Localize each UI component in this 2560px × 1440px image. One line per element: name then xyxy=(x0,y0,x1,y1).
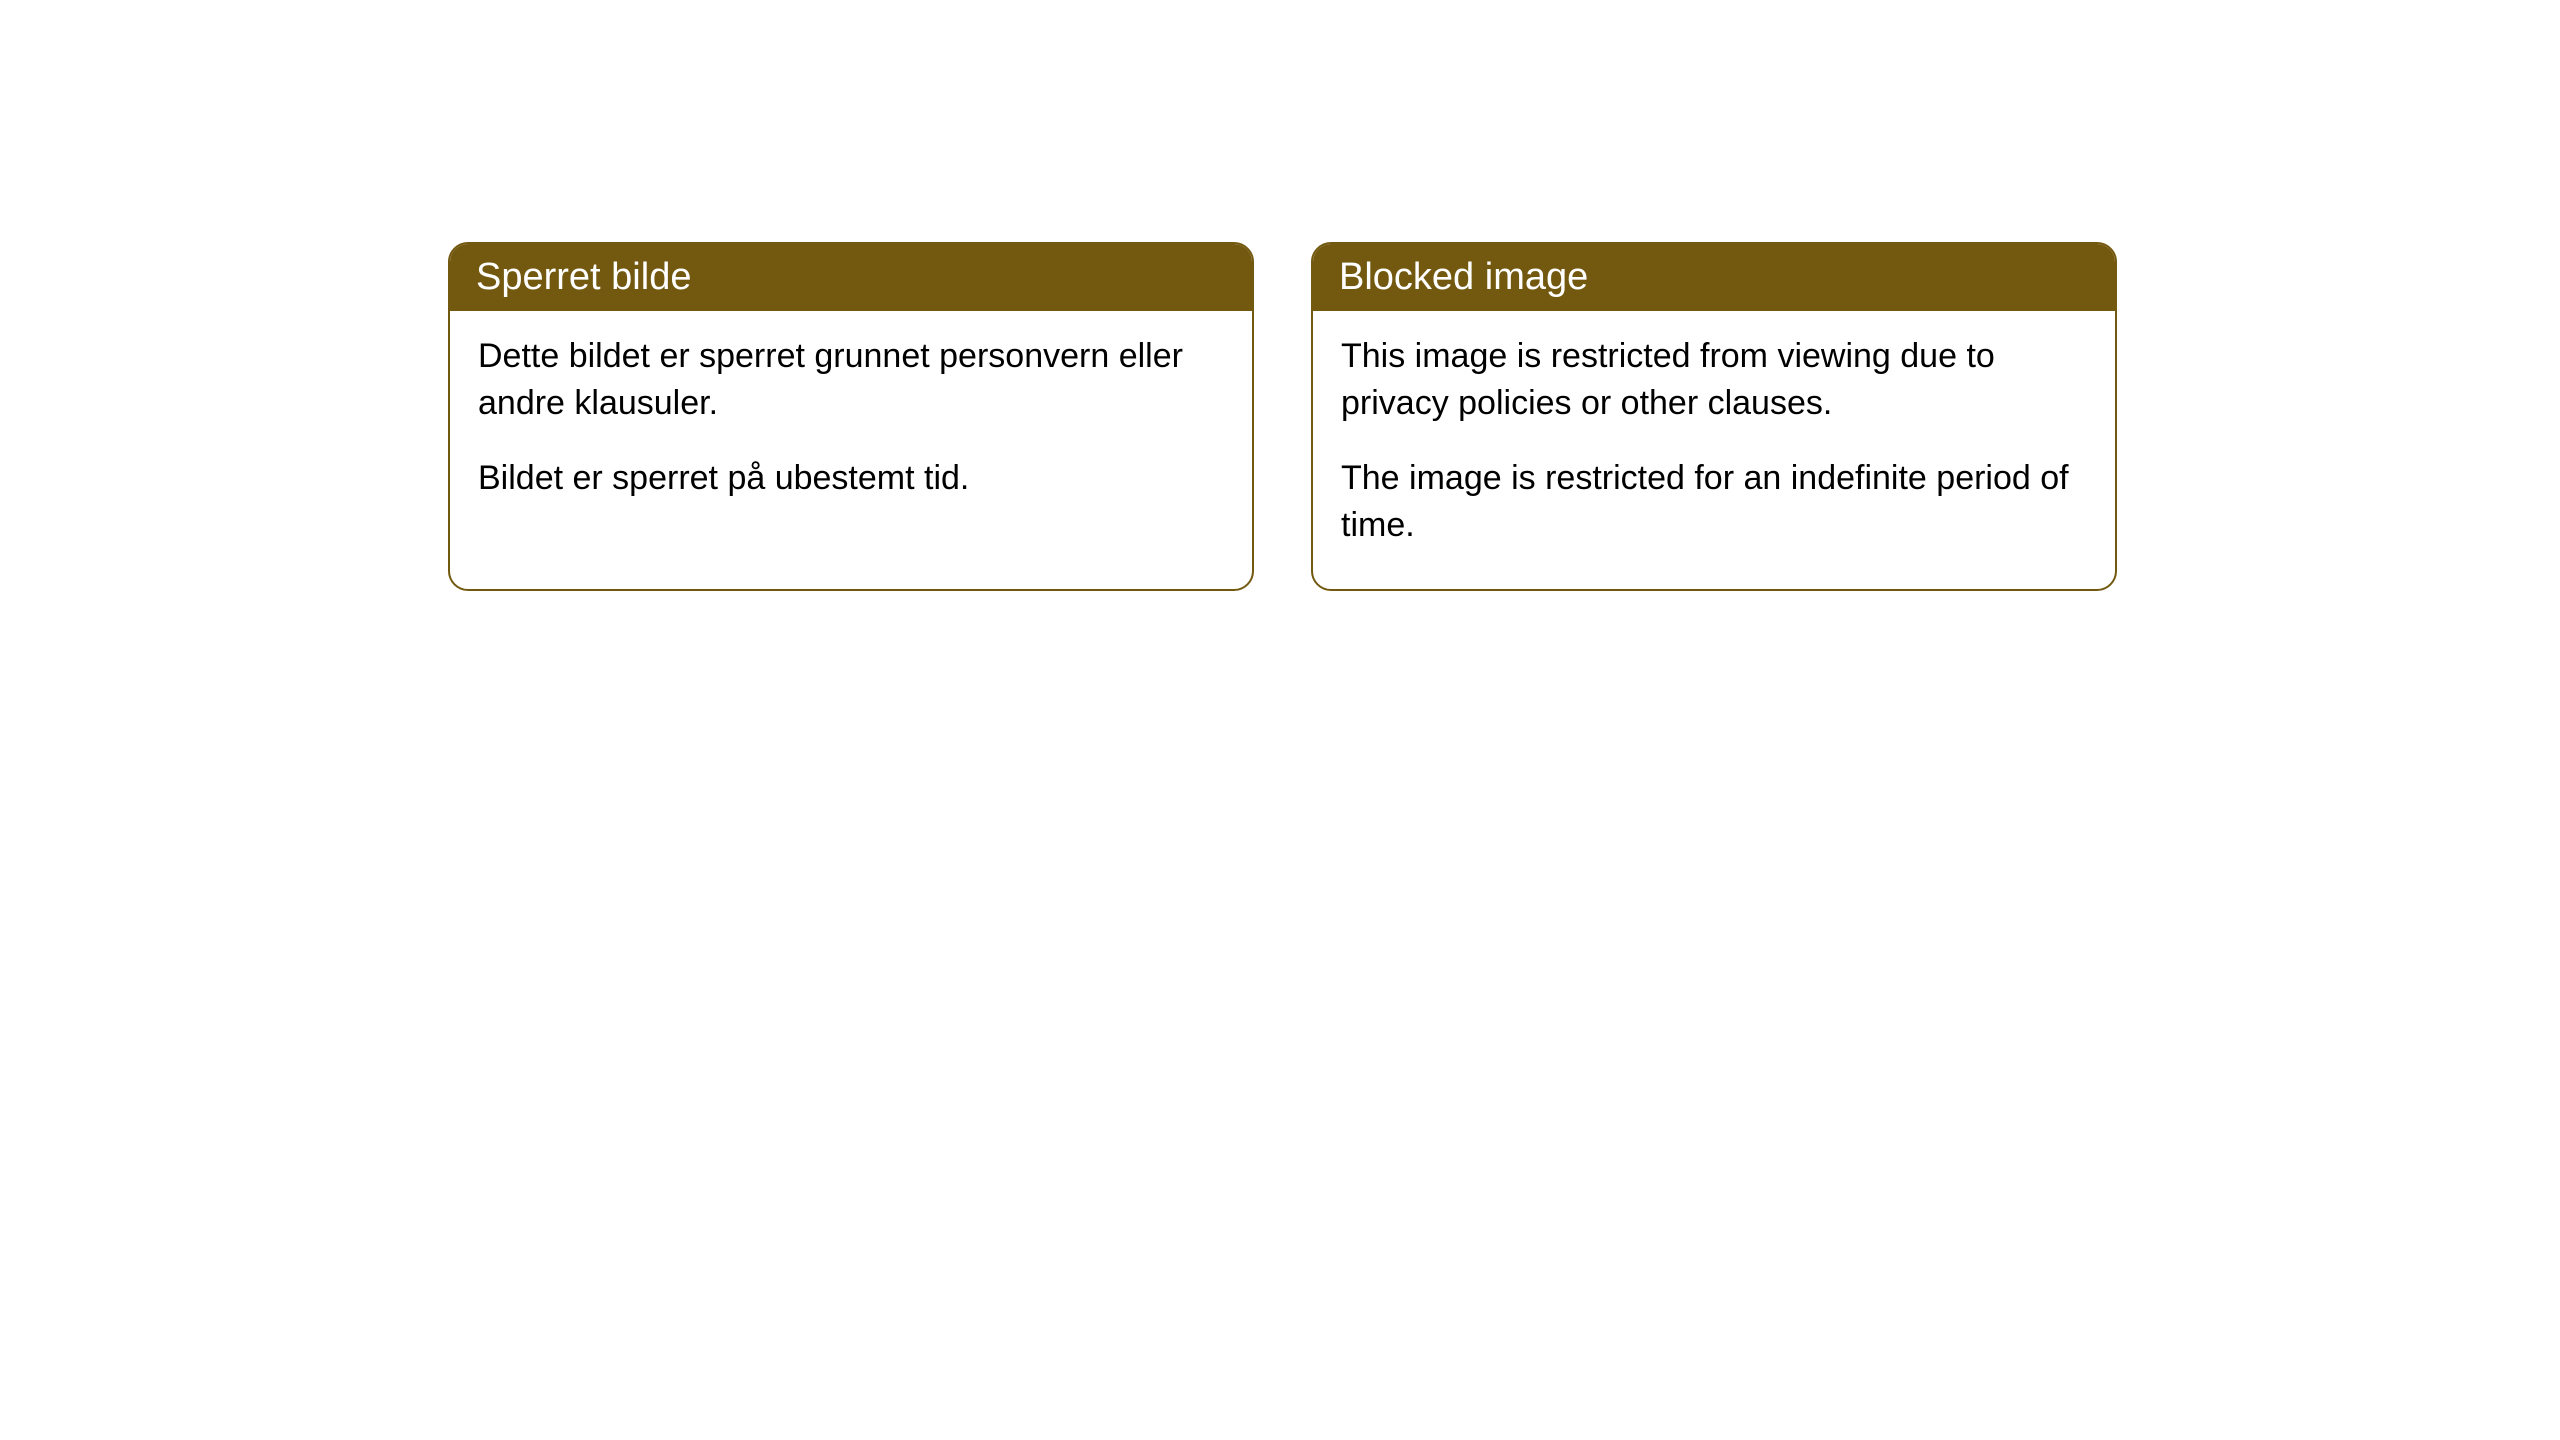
blocked-image-card-norwegian: Sperret bilde Dette bildet er sperret gr… xyxy=(448,242,1254,591)
card-paragraph-1-english: This image is restricted from viewing du… xyxy=(1341,333,2087,427)
card-paragraph-1-norwegian: Dette bildet er sperret grunnet personve… xyxy=(478,333,1224,427)
card-body-norwegian: Dette bildet er sperret grunnet personve… xyxy=(450,311,1252,542)
cards-container: Sperret bilde Dette bildet er sperret gr… xyxy=(0,0,2560,591)
card-header-english: Blocked image xyxy=(1313,244,2115,311)
card-header-norwegian: Sperret bilde xyxy=(450,244,1252,311)
blocked-image-card-english: Blocked image This image is restricted f… xyxy=(1311,242,2117,591)
card-paragraph-2-english: The image is restricted for an indefinit… xyxy=(1341,455,2087,549)
card-body-english: This image is restricted from viewing du… xyxy=(1313,311,2115,589)
card-paragraph-2-norwegian: Bildet er sperret på ubestemt tid. xyxy=(478,455,1224,502)
